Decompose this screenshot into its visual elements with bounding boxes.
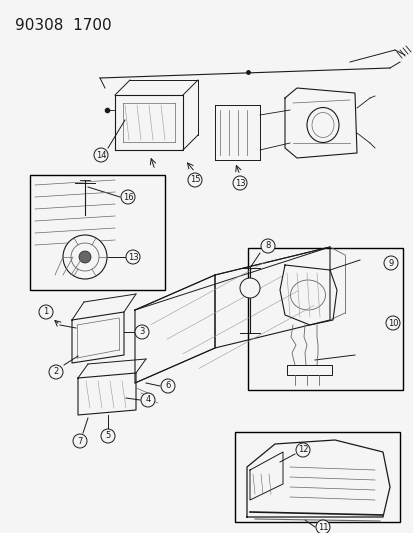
Circle shape [141, 393, 154, 407]
Circle shape [260, 239, 274, 253]
Text: 11: 11 [317, 522, 328, 531]
Text: 14: 14 [95, 150, 106, 159]
Circle shape [121, 190, 135, 204]
Circle shape [383, 256, 397, 270]
Circle shape [161, 379, 175, 393]
Circle shape [39, 305, 53, 319]
Text: 9: 9 [387, 259, 393, 268]
Text: 4: 4 [145, 395, 150, 405]
Circle shape [135, 325, 149, 339]
Text: 16: 16 [122, 192, 133, 201]
Text: 13: 13 [234, 179, 245, 188]
Text: 2: 2 [53, 367, 59, 376]
Bar [286, 365, 331, 375]
Text: 5: 5 [105, 432, 110, 440]
Text: 10: 10 [387, 319, 397, 327]
Circle shape [71, 243, 99, 271]
Text: 3: 3 [139, 327, 144, 336]
Text: 6: 6 [165, 382, 170, 391]
Text: 1: 1 [43, 308, 48, 317]
Circle shape [126, 250, 140, 264]
Circle shape [295, 443, 309, 457]
Circle shape [240, 278, 259, 298]
Circle shape [49, 365, 63, 379]
Circle shape [73, 434, 87, 448]
Text: 8: 8 [265, 241, 270, 251]
Circle shape [385, 316, 399, 330]
Circle shape [79, 251, 91, 263]
Circle shape [315, 520, 329, 533]
Circle shape [101, 429, 115, 443]
Circle shape [94, 148, 108, 162]
Text: 90308  1700: 90308 1700 [15, 18, 112, 33]
Circle shape [188, 173, 202, 187]
Text: 7: 7 [77, 437, 83, 446]
Bar [235, 432, 399, 522]
Circle shape [233, 176, 247, 190]
Text: 12: 12 [297, 446, 308, 455]
Bar [247, 248, 402, 390]
Bar [30, 175, 165, 290]
Text: 13: 13 [127, 253, 138, 262]
Circle shape [63, 235, 107, 279]
Text: 15: 15 [189, 175, 200, 184]
